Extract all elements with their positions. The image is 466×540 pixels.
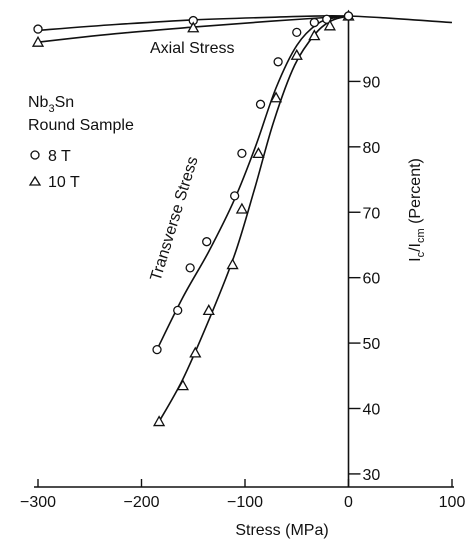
legend-label-8t: 8 T bbox=[48, 148, 71, 165]
data-point-triangle bbox=[187, 21, 200, 33]
x-tick-label: −100 bbox=[227, 494, 263, 511]
legend-circle-marker bbox=[30, 150, 40, 160]
data-point-triangle bbox=[323, 19, 336, 31]
legend-title-sample: Round Sample bbox=[28, 117, 134, 134]
data-point-circle bbox=[255, 99, 266, 109]
data-point-circle bbox=[185, 263, 195, 273]
transverse-fit-curve bbox=[158, 15, 349, 422]
data-point-triangle bbox=[308, 29, 321, 41]
data-point-circle bbox=[343, 11, 354, 21]
legend-title-material: Nb3Sn bbox=[28, 94, 74, 115]
data-point-circle bbox=[237, 148, 247, 159]
y-tick-label: 80 bbox=[363, 140, 381, 157]
data-point-triangle bbox=[226, 258, 239, 270]
y-tick-label: 40 bbox=[363, 402, 381, 419]
data-point-triangle bbox=[31, 35, 45, 47]
annotation-axial-stress: Axial Stress bbox=[150, 40, 234, 57]
y-tick-label: 60 bbox=[363, 271, 381, 288]
x-tick-label: 100 bbox=[439, 494, 466, 511]
data-point-triangle bbox=[202, 304, 215, 316]
data-point-circle bbox=[292, 27, 302, 38]
x-axis-title: Stress (MPa) bbox=[235, 522, 328, 539]
data-point-triangle bbox=[235, 202, 248, 214]
legend-label-10t: 10 T bbox=[48, 174, 80, 191]
data-point-triangle bbox=[290, 48, 303, 60]
y-tick-label: 90 bbox=[363, 74, 381, 91]
y-axis-title: Ic/Icm (Percent) bbox=[407, 158, 427, 262]
data-point-triangle bbox=[176, 379, 190, 391]
y-tick-label: 70 bbox=[363, 205, 381, 222]
data-point-triangle bbox=[189, 346, 202, 358]
data-point-circle bbox=[322, 14, 332, 24]
data-point-circle bbox=[229, 191, 240, 201]
x-tick-label: 0 bbox=[344, 494, 353, 511]
data-point-circle bbox=[309, 17, 319, 28]
fitted-curves bbox=[37, 14, 453, 422]
y-tick-label: 50 bbox=[363, 336, 381, 353]
axial-fit-curve bbox=[37, 14, 453, 32]
data-point-triangle bbox=[269, 91, 283, 103]
legend-triangle-marker bbox=[28, 175, 42, 186]
axes: −300 −200 −100 0 100 30 40 50 60 70 80 90 bbox=[20, 14, 465, 511]
data-point-triangle bbox=[152, 415, 166, 427]
data-point-circle bbox=[202, 237, 212, 247]
data-point-circle bbox=[273, 57, 283, 67]
legend: Nb3Sn Round Sample 8 T 10 T bbox=[28, 94, 134, 191]
data-point-triangle bbox=[252, 147, 265, 159]
data-point-circle bbox=[173, 305, 183, 316]
data-points bbox=[31, 9, 355, 427]
x-tick-label: −300 bbox=[20, 494, 56, 511]
y-tick-label: 30 bbox=[363, 467, 381, 484]
annotation-transverse-stress: Transverse Stress bbox=[148, 155, 202, 284]
x-tick-label: −200 bbox=[123, 494, 159, 511]
data-point-circle bbox=[33, 24, 43, 34]
data-point-circle bbox=[152, 344, 162, 355]
